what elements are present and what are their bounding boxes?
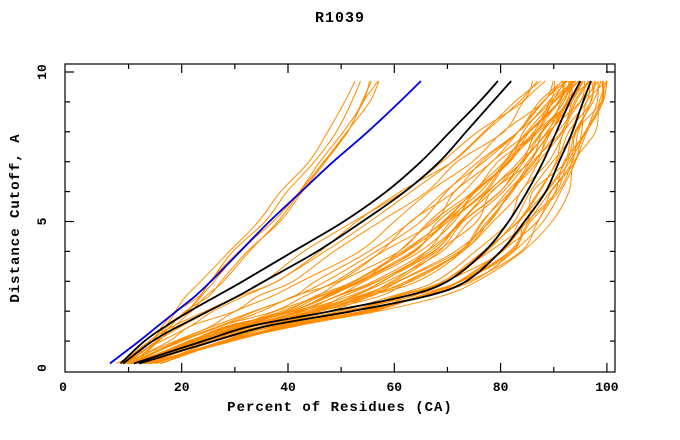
black-model-2-curve [122, 80, 512, 365]
orange-server-curve [156, 80, 596, 364]
orange-server-curve [129, 80, 568, 364]
x-tick-label: 0 [59, 380, 67, 395]
orange-server-curve [130, 80, 554, 364]
blue-model-curve [109, 80, 422, 365]
orange-server-curve [126, 80, 538, 364]
x-tick-label: 80 [493, 380, 509, 395]
orange-server-curve [154, 80, 602, 364]
orange-server-curve [138, 80, 564, 364]
orange-server-curve [143, 80, 570, 364]
orange-server-curve [130, 80, 564, 364]
orange-server-curve [125, 80, 546, 364]
orange-server-curve [143, 80, 599, 364]
orange-server-curve [127, 80, 567, 364]
plot-frame [64, 63, 616, 373]
x-tick-label: 100 [595, 380, 619, 395]
y-axis-label-text: Distance Cutoff, A [8, 133, 24, 303]
orange-server-curve [135, 80, 586, 364]
orange-server-curve [140, 80, 580, 364]
orange-server-curve [140, 80, 565, 364]
orange-server-curve [120, 80, 534, 364]
orange-outlier-curve [134, 80, 380, 364]
orange-server-curve [132, 80, 563, 364]
black-model-4-curve [138, 80, 592, 365]
black-model-1-curve [119, 80, 499, 365]
x-axis-label: Percent of Residues (CA) [227, 400, 453, 416]
y-tick-label: 5 [35, 217, 50, 225]
x-tick-label: 60 [386, 380, 402, 395]
x-tick-label: 20 [174, 380, 190, 395]
black-model-3-curve [133, 80, 582, 365]
chart-title: R1039 [314, 10, 365, 27]
y-tick-label: 10 [35, 64, 50, 80]
orange-outlier-curve [119, 80, 356, 364]
orange-outlier-curve [121, 80, 362, 364]
orange-server-curve [139, 80, 580, 364]
orange-server-curve [138, 80, 577, 364]
x-tick-label: 40 [280, 380, 296, 395]
y-tick-label: 0 [35, 364, 50, 372]
orange-server-curve [123, 80, 555, 364]
